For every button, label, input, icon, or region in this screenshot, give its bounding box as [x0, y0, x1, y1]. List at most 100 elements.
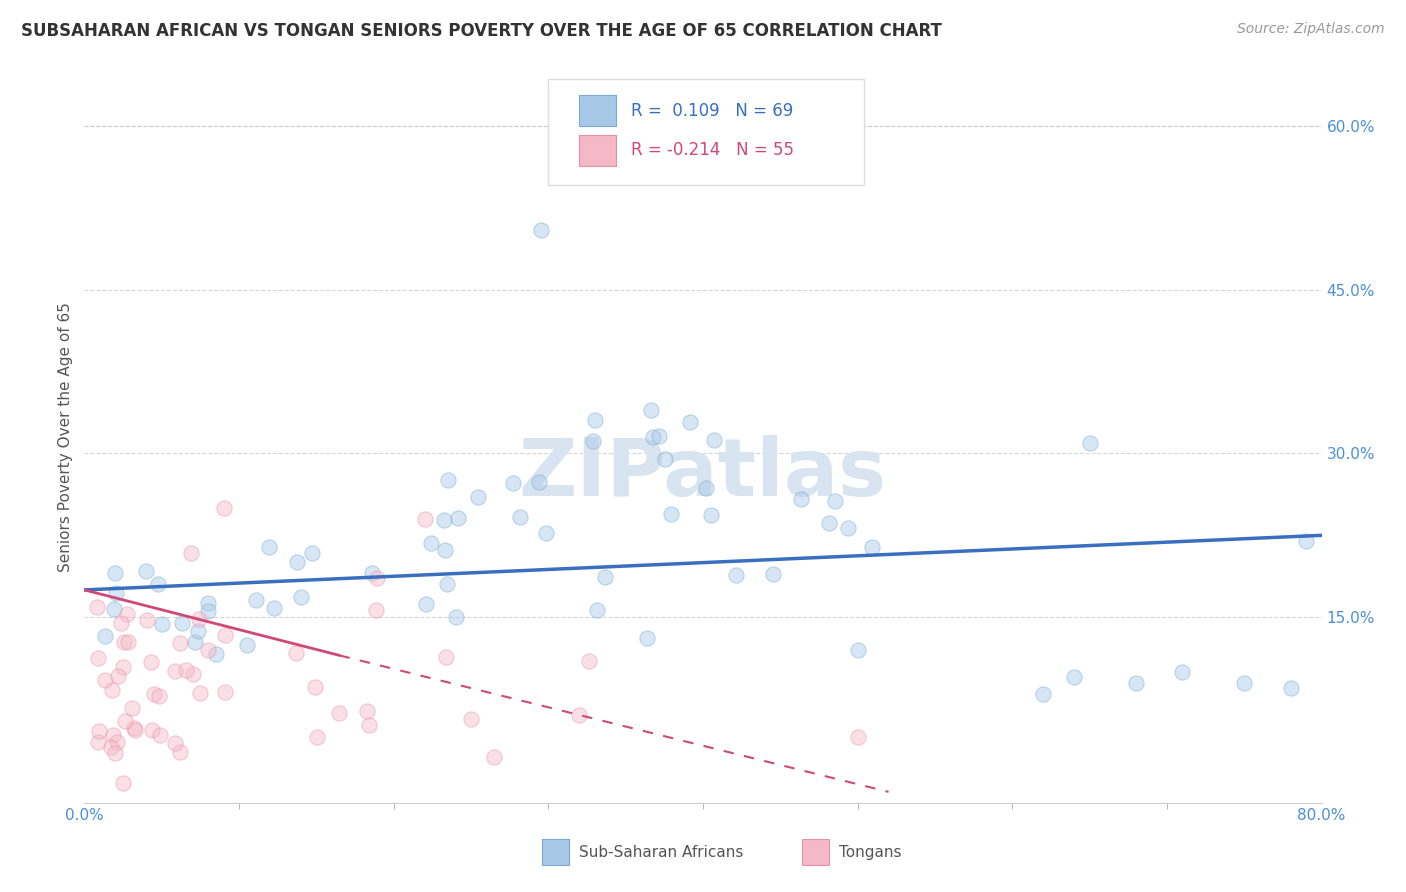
Point: [124, 723, 146, 738]
Point: [437, 473, 460, 487]
Point: [695, 481, 717, 495]
Point: [290, 590, 312, 604]
Point: [364, 603, 387, 617]
Point: [104, 746, 127, 760]
Point: [146, 577, 169, 591]
Point: [328, 706, 350, 720]
Point: [117, 607, 139, 621]
Point: [593, 570, 616, 584]
Point: [446, 610, 468, 624]
Point: [205, 648, 228, 662]
Point: [301, 546, 323, 560]
Point: [87, 650, 110, 665]
Point: [436, 650, 458, 665]
Point: [433, 513, 456, 527]
Point: [214, 685, 236, 699]
Point: [1279, 681, 1302, 695]
Point: [141, 655, 163, 669]
Text: ZIPatlas: ZIPatlas: [519, 434, 887, 513]
Point: [169, 746, 191, 760]
Point: [101, 683, 124, 698]
Point: [643, 430, 665, 444]
Point: [94, 673, 117, 687]
Point: [181, 666, 204, 681]
Point: [640, 403, 662, 417]
Point: [150, 616, 173, 631]
Point: [112, 776, 135, 790]
Point: [1078, 435, 1101, 450]
Point: [846, 731, 869, 745]
Point: [212, 501, 235, 516]
Point: [583, 413, 606, 427]
Point: [582, 434, 605, 448]
Point: [172, 615, 194, 630]
Point: [121, 701, 143, 715]
Point: [236, 638, 259, 652]
Point: [790, 491, 813, 506]
Text: R =  0.109   N = 69: R = 0.109 N = 69: [631, 102, 793, 120]
Point: [114, 714, 136, 728]
Point: [1233, 675, 1256, 690]
Point: [419, 536, 441, 550]
Point: [578, 654, 600, 668]
Point: [305, 730, 328, 744]
Point: [361, 566, 384, 581]
Point: [502, 476, 524, 491]
Point: [1063, 670, 1085, 684]
Text: SUBSAHARAN AFRICAN VS TONGAN SENIORS POVERTY OVER THE AGE OF 65 CORRELATION CHAR: SUBSAHARAN AFRICAN VS TONGAN SENIORS POV…: [21, 22, 942, 40]
Point: [447, 511, 470, 525]
Point: [284, 646, 307, 660]
Point: [304, 680, 326, 694]
Y-axis label: Seniors Poverty Over the Age of 65: Seniors Poverty Over the Age of 65: [58, 302, 73, 572]
Point: [527, 475, 550, 489]
Point: [104, 566, 127, 581]
Point: [678, 415, 700, 429]
Point: [184, 634, 207, 648]
Point: [659, 507, 682, 521]
Point: [214, 628, 236, 642]
Point: [245, 593, 267, 607]
Point: [87, 723, 110, 738]
Point: [415, 597, 437, 611]
Point: [148, 690, 170, 704]
Point: [110, 616, 132, 631]
Bar: [801, 839, 830, 865]
Point: [94, 629, 117, 643]
Point: [529, 222, 551, 236]
Point: [725, 567, 748, 582]
Bar: [579, 95, 616, 126]
Point: [100, 739, 122, 754]
Text: Sub-Saharan Africans: Sub-Saharan Africans: [579, 845, 744, 860]
Point: [105, 586, 128, 600]
Point: [105, 735, 128, 749]
Text: Source: ZipAtlas.com: Source: ZipAtlas.com: [1237, 22, 1385, 37]
Point: [366, 570, 388, 584]
Point: [165, 664, 187, 678]
Point: [1032, 687, 1054, 701]
Point: [197, 643, 219, 657]
Point: [285, 555, 308, 569]
Point: [122, 721, 145, 735]
Point: [460, 713, 482, 727]
Text: Tongans: Tongans: [839, 845, 901, 860]
Point: [149, 728, 172, 742]
Point: [197, 603, 219, 617]
Point: [1171, 665, 1194, 679]
Point: [107, 669, 129, 683]
Point: [860, 541, 883, 555]
Point: [135, 564, 157, 578]
Point: [111, 660, 134, 674]
Point: [1295, 533, 1317, 548]
Point: [188, 686, 211, 700]
Bar: [543, 839, 569, 865]
Point: [636, 631, 658, 645]
Point: [467, 490, 489, 504]
Point: [187, 624, 209, 638]
Point: [703, 433, 725, 447]
FancyBboxPatch shape: [548, 78, 863, 185]
Point: [762, 566, 785, 581]
Point: [818, 516, 841, 530]
Point: [359, 717, 381, 731]
Point: [837, 521, 859, 535]
Point: [585, 602, 607, 616]
